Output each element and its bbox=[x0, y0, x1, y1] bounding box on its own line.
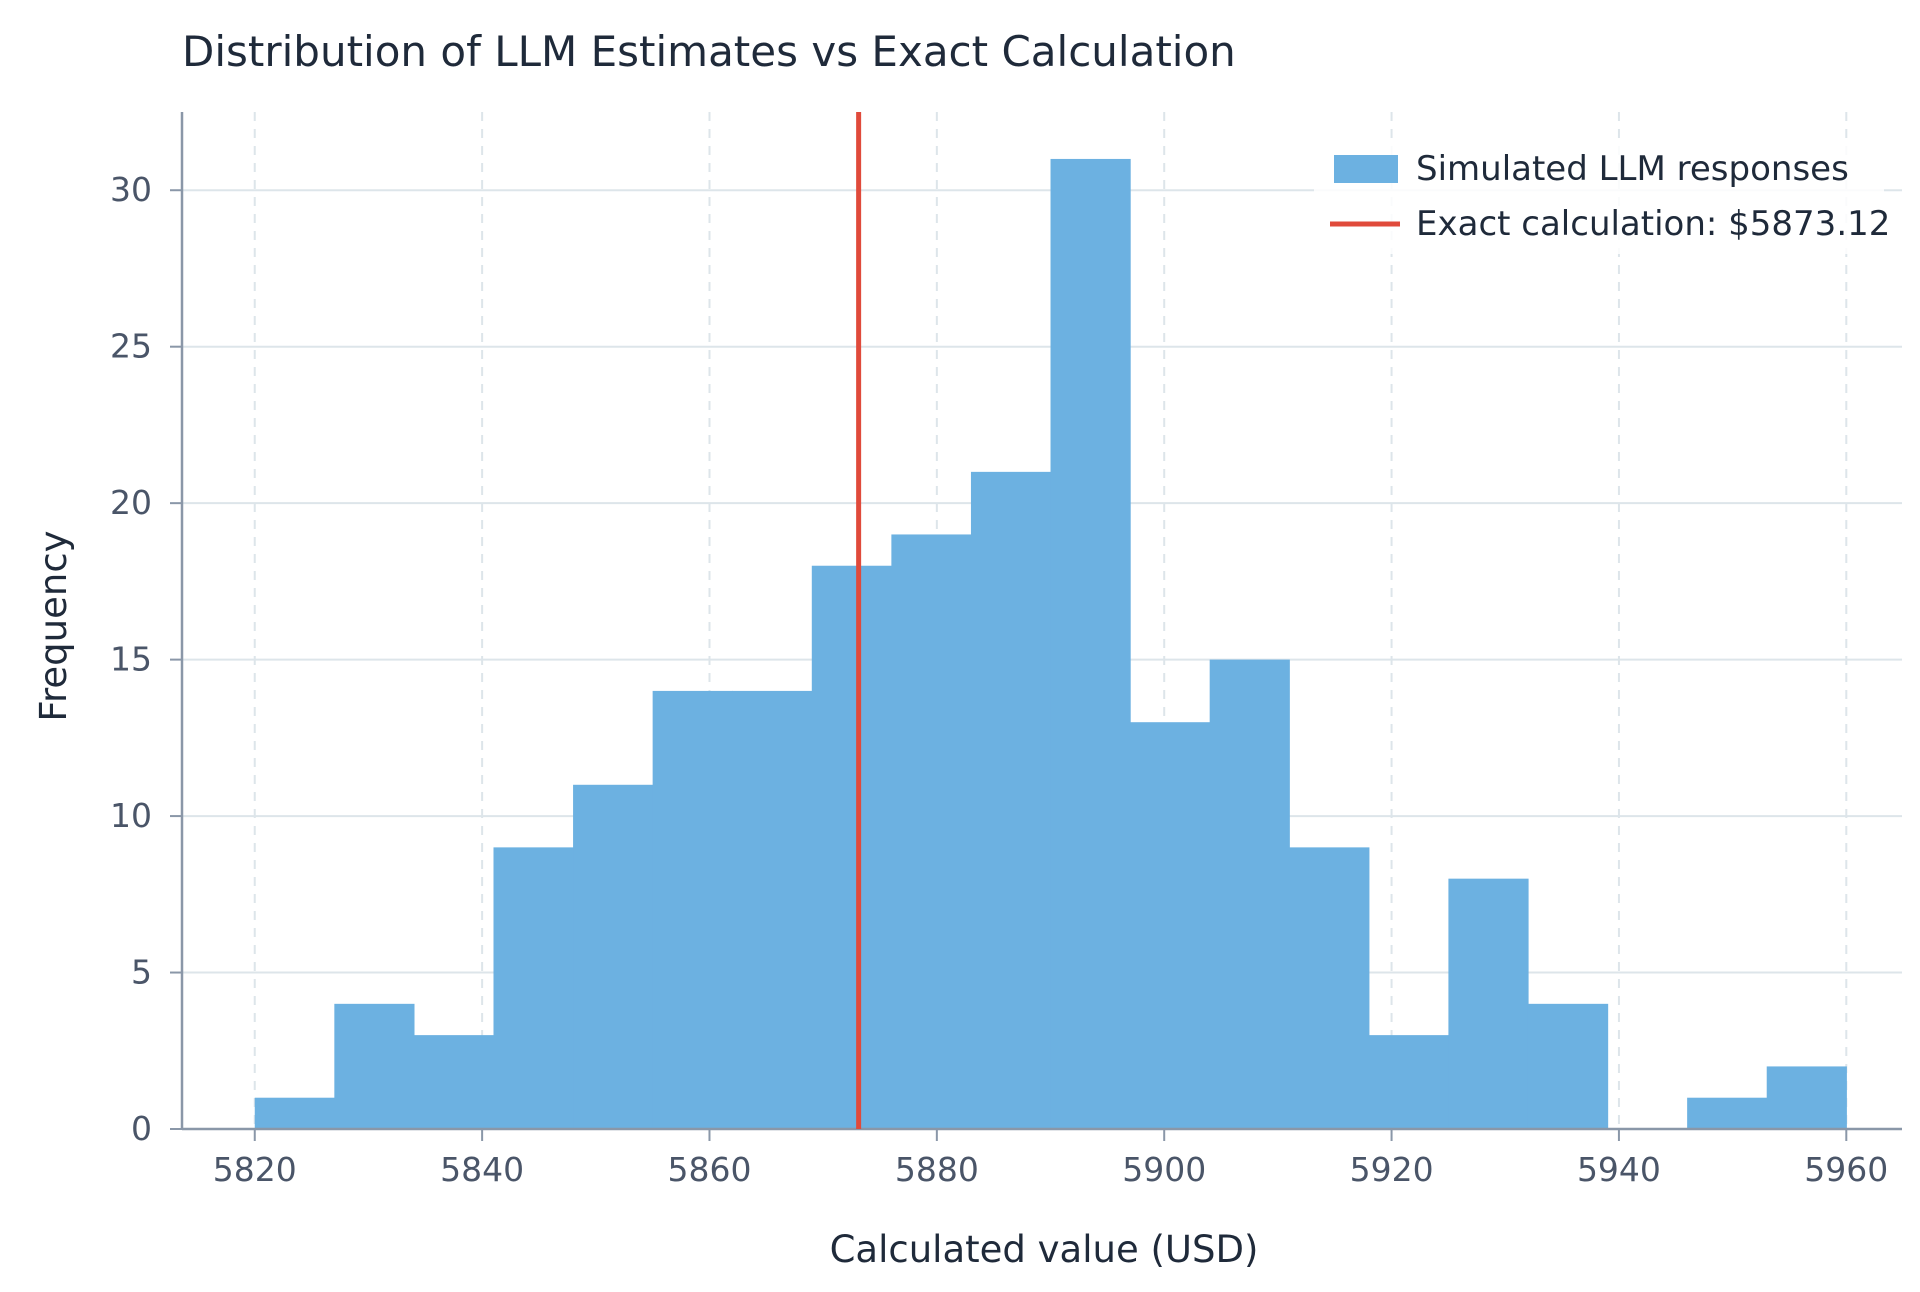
x-axis-label: Calculated value (USD) bbox=[830, 1228, 1259, 1271]
x-tick-label: 5940 bbox=[1577, 1150, 1661, 1189]
histogram-bar bbox=[1050, 158, 1131, 1129]
histogram-bar bbox=[334, 1003, 415, 1129]
histogram-bars bbox=[254, 158, 1847, 1129]
y-tick-label: 15 bbox=[110, 640, 152, 679]
y-tick-label: 20 bbox=[110, 483, 152, 522]
histogram-bar bbox=[254, 1097, 335, 1129]
legend: Simulated LLM responses Exact calculatio… bbox=[1314, 140, 1890, 254]
histogram-bar bbox=[1209, 659, 1290, 1129]
x-tick-label: 5920 bbox=[1350, 1150, 1434, 1189]
x-tick-label: 5860 bbox=[667, 1150, 751, 1189]
y-tick-label: 10 bbox=[110, 796, 152, 835]
histogram-bar bbox=[652, 690, 733, 1129]
x-tick-label: 5880 bbox=[895, 1150, 979, 1189]
histogram-bar bbox=[413, 1035, 495, 1129]
legend-label-exact: Exact calculation: $5873.12 bbox=[1416, 204, 1890, 244]
histogram-bar bbox=[1289, 847, 1370, 1129]
histogram-bar bbox=[573, 784, 654, 1129]
histogram-bar bbox=[891, 534, 972, 1129]
legend-swatch-histogram bbox=[1334, 155, 1398, 183]
legend-label-histogram: Simulated LLM responses bbox=[1416, 149, 1849, 189]
x-tick-label: 5820 bbox=[213, 1150, 297, 1189]
x-tick-label: 5900 bbox=[1122, 1150, 1206, 1189]
axes bbox=[180, 112, 1902, 1131]
histogram-bar bbox=[1130, 722, 1211, 1129]
y-tick-label: 30 bbox=[110, 170, 152, 209]
x-tick-label: 5960 bbox=[1804, 1150, 1888, 1189]
y-tick-label: 0 bbox=[131, 1109, 152, 1148]
histogram-bar bbox=[1687, 1097, 1768, 1129]
histogram-bar bbox=[732, 690, 813, 1129]
legend-background bbox=[1314, 140, 1884, 254]
y-tick-label: 25 bbox=[110, 327, 152, 366]
histogram-bar bbox=[1527, 1003, 1609, 1129]
tick-labels: 0 5 10 15 20 25 30 5820 5840 5860 5880 5900 5920 5940… bbox=[110, 170, 1888, 1189]
histogram-bar bbox=[1448, 878, 1529, 1129]
histogram-bar bbox=[1766, 1066, 1847, 1129]
histogram-bar bbox=[1368, 1035, 1450, 1129]
y-axis-label: Frequency bbox=[32, 530, 75, 721]
chart-title: Distribution of LLM Estimates vs Exact C… bbox=[182, 27, 1236, 76]
histogram-bar bbox=[970, 471, 1052, 1129]
histogram-bar bbox=[493, 847, 574, 1129]
x-tick-label: 5840 bbox=[440, 1150, 524, 1189]
y-tick-label: 5 bbox=[131, 953, 152, 992]
histogram-bar bbox=[811, 565, 892, 1129]
